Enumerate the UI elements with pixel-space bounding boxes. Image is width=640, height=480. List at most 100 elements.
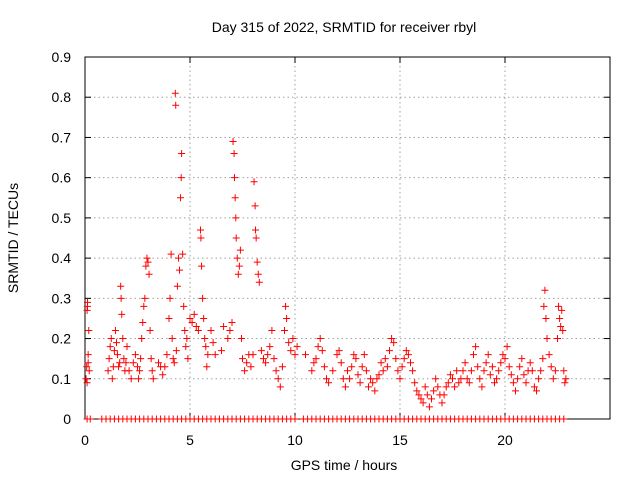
data-point <box>561 379 569 387</box>
data-point <box>316 335 324 343</box>
data-point <box>197 234 205 242</box>
data-point <box>467 367 475 375</box>
y-tick-label: 0.1 <box>52 371 72 387</box>
data-point <box>434 383 442 391</box>
data-point <box>85 327 93 335</box>
data-point <box>396 375 404 383</box>
data-point <box>337 359 345 367</box>
data-point <box>310 359 318 367</box>
data-point <box>478 383 486 391</box>
data-point <box>394 367 402 375</box>
data-point <box>281 327 288 335</box>
data-point <box>262 359 270 367</box>
data-point <box>333 351 341 359</box>
data-point <box>365 383 372 391</box>
data-point <box>177 174 185 182</box>
data-point <box>233 254 241 262</box>
data-point <box>526 359 534 367</box>
data-point <box>231 194 239 202</box>
data-point <box>108 375 116 383</box>
data-point <box>542 314 550 322</box>
data-point <box>520 371 528 379</box>
data-point <box>320 363 328 371</box>
data-point <box>168 335 176 343</box>
data-point <box>556 314 564 322</box>
data-point <box>252 226 260 234</box>
data-point <box>457 375 465 383</box>
data-point <box>235 262 243 270</box>
data-point <box>335 347 343 355</box>
data-point <box>249 351 257 359</box>
data-point <box>209 339 217 347</box>
data-point <box>557 322 565 330</box>
data-point <box>495 367 503 375</box>
data-point <box>241 367 249 375</box>
data-point <box>386 347 393 355</box>
data-point <box>488 363 496 371</box>
data-point <box>163 351 171 359</box>
data-point <box>272 367 280 375</box>
data-point <box>346 375 354 383</box>
data-point <box>459 367 467 375</box>
data-point <box>482 359 490 367</box>
data-point <box>82 375 90 383</box>
data-point <box>442 383 450 391</box>
x-axis-label: GPS time / hours <box>291 457 398 473</box>
data-point <box>411 379 419 387</box>
data-point <box>114 351 122 359</box>
data-point <box>474 363 482 371</box>
data-point <box>360 351 368 359</box>
data-point <box>270 355 278 363</box>
data-point <box>388 335 396 343</box>
data-point <box>149 375 157 383</box>
data-point <box>197 226 204 234</box>
y-tick-label: 0.5 <box>52 210 72 226</box>
data-point <box>237 335 245 343</box>
data-point <box>545 351 553 359</box>
data-point <box>142 262 150 270</box>
y-tick-label: 0.8 <box>52 89 72 105</box>
data-point <box>559 327 567 335</box>
data-point <box>503 343 511 351</box>
data-point <box>560 367 568 375</box>
data-point <box>105 355 113 363</box>
data-point <box>83 363 91 371</box>
data-point <box>169 355 177 363</box>
data-point <box>170 359 178 367</box>
data-point <box>161 363 169 371</box>
data-point <box>137 355 145 363</box>
axis-ticks: 0 0.1 0.2 0.3 0.4 0.5 0.6 0.7 0.8 0.9 0 5 10 15 20 <box>52 49 610 448</box>
data-point <box>505 363 513 371</box>
data-point <box>83 379 91 387</box>
data-point <box>451 383 459 391</box>
data-point <box>356 379 364 387</box>
data-point <box>551 367 559 375</box>
data-point <box>268 327 276 335</box>
data-point <box>409 367 417 375</box>
data-point <box>120 355 128 363</box>
data-point <box>172 347 180 355</box>
data-point <box>155 359 162 367</box>
data-point <box>375 371 383 379</box>
data-point <box>220 322 228 330</box>
data-point <box>178 150 186 158</box>
data-point <box>226 327 234 335</box>
x-tick-label: 15 <box>392 432 408 448</box>
data-point <box>383 363 391 371</box>
data-point <box>260 355 267 363</box>
data-point <box>392 355 400 363</box>
data-point <box>486 371 494 379</box>
data-point <box>184 355 192 363</box>
plot-frame <box>84 56 611 420</box>
data-point <box>234 270 242 278</box>
data-point <box>276 383 284 391</box>
data-point <box>106 343 114 351</box>
y-tick-label: 0.2 <box>52 331 72 347</box>
data-point <box>224 335 232 343</box>
data-point <box>499 351 507 359</box>
data-point <box>491 379 498 387</box>
data-point <box>402 347 410 355</box>
data-point <box>283 314 291 322</box>
data-points <box>82 89 570 423</box>
data-point <box>146 327 154 335</box>
